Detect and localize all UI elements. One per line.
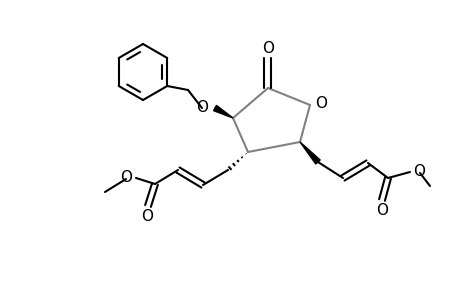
Text: O: O: [375, 203, 387, 218]
Polygon shape: [213, 105, 233, 118]
Text: O: O: [120, 169, 132, 184]
Text: O: O: [141, 209, 153, 224]
Text: O: O: [262, 41, 274, 56]
Text: O: O: [196, 100, 207, 116]
Text: O: O: [314, 95, 326, 110]
Polygon shape: [299, 142, 319, 164]
Text: O: O: [412, 164, 424, 178]
